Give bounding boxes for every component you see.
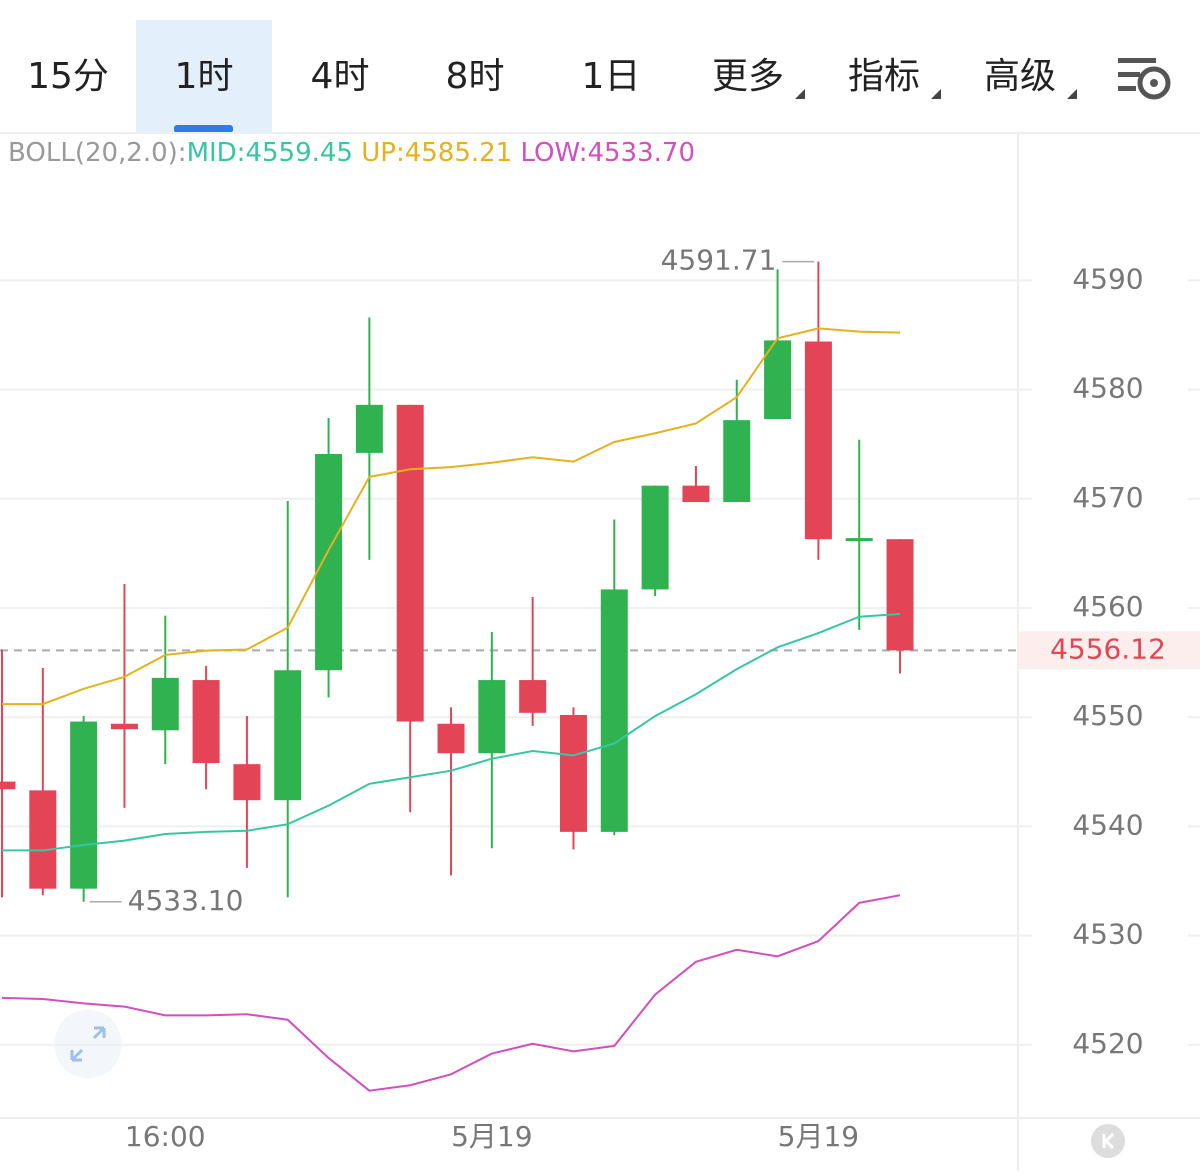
icon-bar <box>1118 86 1136 91</box>
y-tick-label: 4540 <box>1072 808 1143 841</box>
tab[interactable]: 15分 <box>27 56 109 97</box>
menu[interactable]: 更多 <box>712 56 784 97</box>
tab[interactable]: 4时 <box>311 56 370 97</box>
candle-body <box>110 723 138 730</box>
selected-tab-indicator <box>174 125 233 133</box>
candle-body <box>437 723 465 754</box>
menu[interactable]: 高级 <box>984 56 1056 97</box>
collapse-button[interactable] <box>1091 1124 1125 1158</box>
candle-body <box>764 340 792 420</box>
candle-body <box>845 538 873 542</box>
legend-item: LOW:4533.70 <box>521 138 695 168</box>
expand-icon <box>70 1026 106 1062</box>
candle-body <box>192 680 220 764</box>
dropdown-arrow <box>795 89 805 99</box>
x-tick-label: 5月19 <box>778 1120 859 1153</box>
icon-bar <box>1118 58 1156 63</box>
candle-body <box>519 680 547 713</box>
menu[interactable]: 指标 <box>848 56 920 97</box>
candle-body <box>0 781 16 790</box>
x-tick-label: 16:00 <box>125 1120 206 1153</box>
boll-line <box>2 612 901 852</box>
candle-body <box>886 539 914 651</box>
legend-item: BOLL(20,2.0): <box>8 138 187 168</box>
selected-tab-bg <box>136 20 272 133</box>
collapse-icon <box>1102 1132 1115 1150</box>
legend-item: MID:4559.45 <box>187 138 353 168</box>
tab[interactable]: 1时 <box>175 56 234 97</box>
candle-body <box>233 764 261 801</box>
low-marker-label: 4533.10 <box>128 884 244 917</box>
candle-body <box>600 589 628 832</box>
x-tick-label: 5月19 <box>451 1120 532 1153</box>
y-tick-label: 4580 <box>1072 372 1143 405</box>
candle-body <box>396 404 424 722</box>
candle-body <box>804 341 832 540</box>
icon-gear-center <box>1150 79 1158 87</box>
candle-body <box>559 715 587 832</box>
y-tick-label: 4560 <box>1072 590 1143 623</box>
high-marker-label: 4591.71 <box>661 244 777 277</box>
legend-item: UP:4585.21 <box>361 138 512 168</box>
candle-body <box>355 404 383 453</box>
legend: BOLL(20,2.0):MID:4559.45 UP:4585.21 LOW:… <box>8 138 695 168</box>
y-tick-label: 4530 <box>1072 918 1143 951</box>
y-tick-label: 4590 <box>1072 262 1143 295</box>
icon-bar <box>1118 72 1140 77</box>
last-price-bg <box>1019 631 1200 670</box>
candle-body <box>682 485 710 503</box>
tab[interactable]: 1日 <box>582 56 641 97</box>
last-price-label: 4556.12 <box>1050 632 1166 665</box>
y-tick-label: 4550 <box>1072 699 1143 732</box>
candle-body <box>723 420 751 503</box>
settings-icon[interactable] <box>1118 58 1171 100</box>
icon-gear <box>1137 66 1171 100</box>
candle-body <box>70 721 98 889</box>
candle-body <box>29 790 57 889</box>
y-tick-label: 4570 <box>1072 481 1143 514</box>
boll-line <box>1 894 901 1092</box>
candle-body <box>151 677 179 731</box>
tab[interactable]: 8时 <box>446 56 505 97</box>
candle-body <box>315 453 343 671</box>
candle-body <box>478 680 506 754</box>
y-tick-label: 4520 <box>1072 1027 1143 1060</box>
candle-body <box>274 670 302 801</box>
dropdown-arrow <box>931 89 941 99</box>
plot-area <box>0 261 1018 1092</box>
candle-body <box>641 485 669 590</box>
dropdown-arrow <box>1067 89 1077 99</box>
boll-line <box>2 327 901 706</box>
